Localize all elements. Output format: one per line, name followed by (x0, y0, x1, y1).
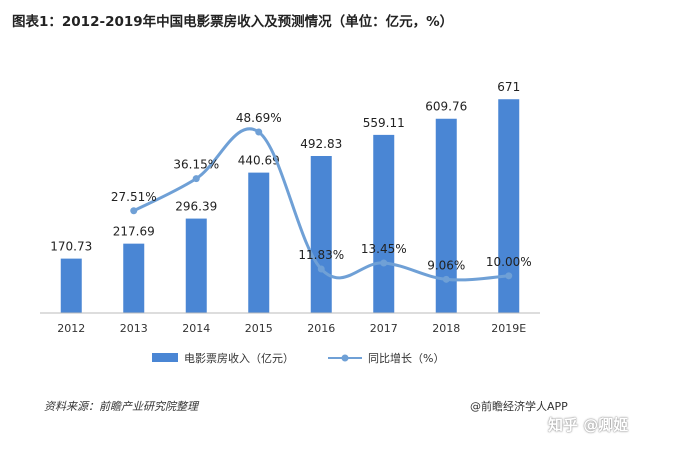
line-label-2016: 11.83% (298, 248, 344, 262)
bar-label-2013: 217.69 (113, 225, 155, 239)
x-tick-labels: 2012 2013 2014 2015 2016 2017 2018 2019E (57, 322, 526, 335)
bar-2013 (123, 243, 145, 313)
bar-series (60, 99, 520, 313)
bar-label-2014: 296.39 (175, 200, 217, 214)
line-label-2015: 48.69% (236, 111, 282, 125)
line-label-2014: 36.15% (173, 158, 219, 172)
bar-2019E (498, 99, 520, 313)
bar-label-2016: 492.83 (300, 137, 342, 151)
point-2015 (255, 128, 263, 136)
legend-bar-swatch (152, 353, 178, 362)
point-2014 (192, 175, 200, 183)
point-2018 (442, 275, 450, 283)
bar-labels: 170.73 217.69 296.39 440.69 492.83 559.11 609.… (50, 80, 520, 253)
point-2013 (130, 207, 138, 215)
bar-2012 (60, 258, 82, 313)
bar-2017 (373, 134, 395, 313)
bar-2018 (435, 118, 457, 313)
bar-label-2018: 609.76 (425, 100, 467, 114)
bar-label-2012: 170.73 (50, 240, 92, 254)
bar-2015 (248, 172, 270, 313)
line-labels: 27.51% 36.15% 48.69% 11.83% 13.45% 9.06% 10.00… (111, 111, 532, 272)
brand-note: @前瞻经济学人APP (470, 400, 568, 413)
watermark: 知乎 @卿姬 (548, 416, 629, 434)
bar-label-2019E: 671 (497, 80, 520, 94)
chart-title: 图表1：2012-2019年中国电影票房收入及预测情况（单位：亿元，%） (12, 14, 454, 30)
legend-line-label: 同比增长（%） (368, 351, 444, 365)
bar-2016 (310, 155, 332, 313)
point-2019E (505, 272, 513, 280)
legend-bar-label: 电影票房收入（亿元） (184, 351, 294, 365)
x-tick-2013: 2013 (120, 322, 148, 335)
x-tick-2018: 2018 (432, 322, 460, 335)
bar-2014 (185, 218, 207, 313)
line-label-2017: 13.45% (361, 242, 407, 256)
line-label-2019E: 10.00% (486, 255, 532, 269)
point-2017 (380, 259, 388, 267)
x-tick-2017: 2017 (370, 322, 398, 335)
bar-label-2017: 559.11 (363, 116, 405, 130)
x-tick-2016: 2016 (307, 322, 335, 335)
legend: 电影票房收入（亿元） 同比增长（%） (152, 351, 444, 365)
x-tick-2015: 2015 (245, 322, 273, 335)
line-points (130, 128, 513, 283)
x-tick-2012: 2012 (57, 322, 85, 335)
legend-line-dot (341, 354, 349, 362)
point-2016 (317, 265, 325, 273)
line-label-2018: 9.06% (427, 258, 465, 272)
source-note: 资料来源：前瞻产业研究院整理 (44, 400, 198, 413)
x-tick-2019E: 2019E (491, 322, 526, 335)
bar-label-2015: 440.69 (238, 154, 280, 168)
x-tick-2014: 2014 (182, 322, 210, 335)
line-label-2013: 27.51% (111, 190, 157, 204)
